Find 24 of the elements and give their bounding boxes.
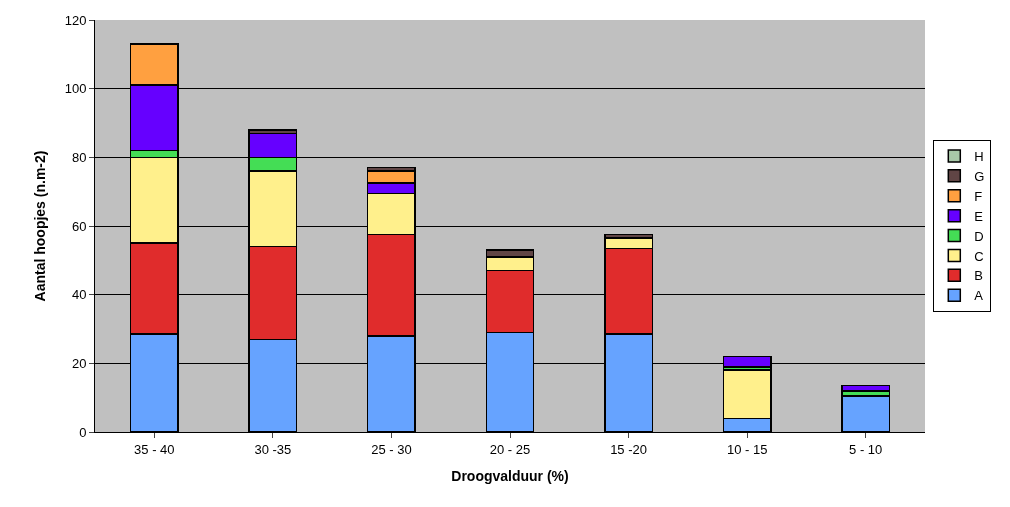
x-axis-title: Droogvalduur (%) [451, 467, 569, 484]
y-tick-label: 120 [64, 12, 87, 28]
y-tick-label: 60 [71, 218, 87, 234]
legend-label: B [974, 268, 983, 284]
x-tick-label: 20 - 25 [489, 441, 531, 457]
legend-label: F [974, 188, 983, 204]
legend-label: C [974, 248, 984, 264]
y-tick-label: 20 [71, 355, 87, 371]
y-tick-label: 100 [64, 81, 87, 97]
y-tick-label: 80 [71, 149, 87, 165]
x-tick-label: 30 -35 [254, 441, 292, 457]
legend-label: D [974, 228, 984, 244]
legend-label: A [974, 288, 984, 304]
x-tick-label: 10 - 15 [726, 441, 768, 457]
legend-label: H [974, 149, 984, 165]
y-tick-label: 0 [79, 424, 87, 440]
legend-label: G [974, 168, 985, 184]
legend-label: E [974, 208, 984, 224]
y-axis-title: Aantal hoopjes (n.m-2) [32, 150, 49, 302]
x-tick-label: 15 -20 [610, 441, 648, 457]
y-tick-label: 40 [71, 287, 87, 303]
x-tick-label: 35 - 40 [134, 441, 175, 457]
x-tick-label: 25 - 30 [371, 441, 412, 457]
x-tick-label: 5 - 10 [849, 441, 883, 457]
